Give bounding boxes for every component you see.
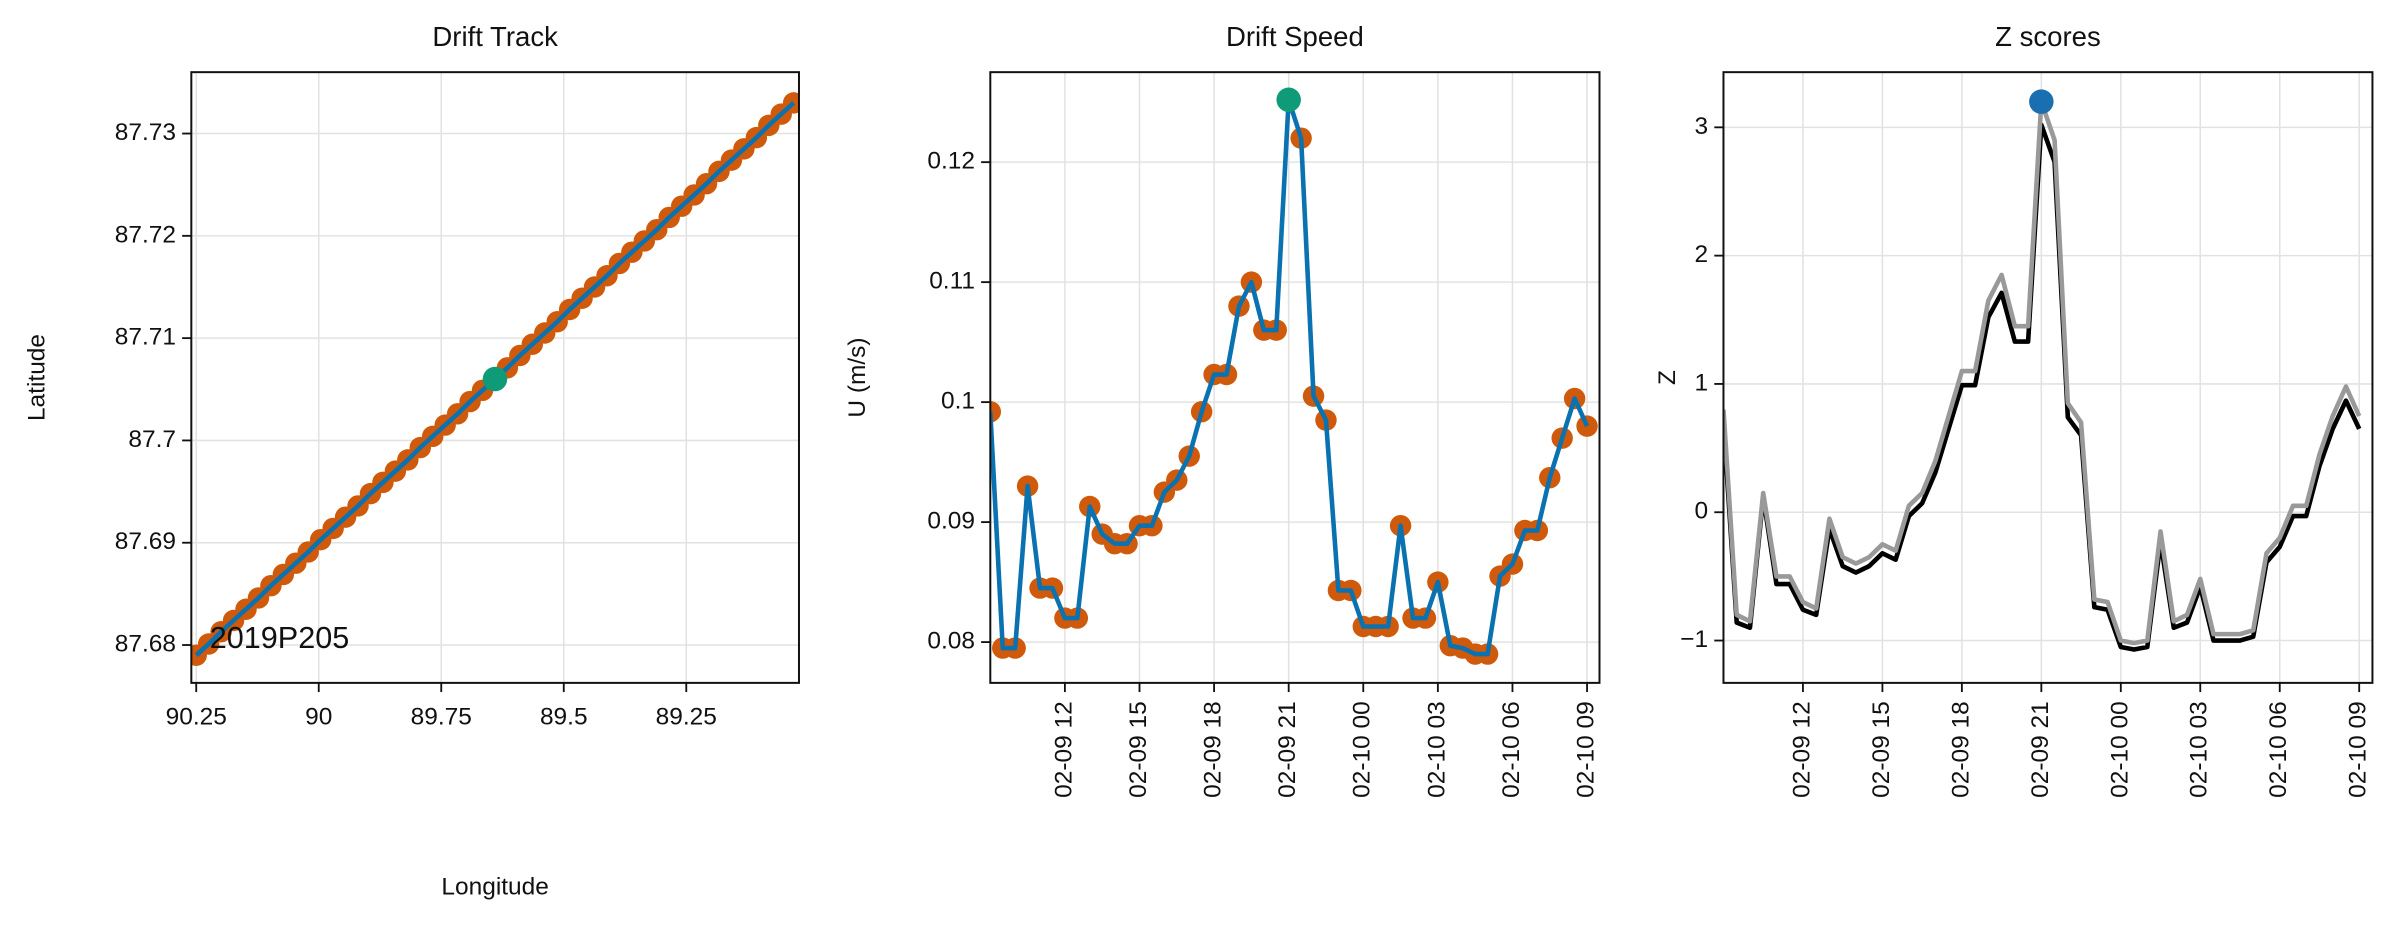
x-tick-label: 02-10 00 xyxy=(2106,701,2133,798)
y-tick-label: 87.69 xyxy=(115,528,176,555)
x-axis-label: Longitude xyxy=(441,873,549,900)
x-tick-label: 90 xyxy=(305,704,332,731)
x-tick-label: 89.25 xyxy=(656,704,717,731)
chart-title: Drift Track xyxy=(432,21,558,52)
x-tick-label: 02-09 21 xyxy=(2027,701,2054,798)
x-tick-label: 02-09 18 xyxy=(1947,701,1974,798)
chart-title: Z scores xyxy=(1995,21,2101,52)
x-tick-label: 89.75 xyxy=(411,704,472,731)
y-tick-label: 3 xyxy=(1695,113,1709,140)
x-tick-label: 02-09 12 xyxy=(1788,701,1815,798)
y-tick-label: 2 xyxy=(1695,241,1709,268)
plot-area xyxy=(191,72,799,683)
highlight-point xyxy=(1276,87,1301,113)
y-axis-label: Z xyxy=(1654,370,1681,385)
axes-frame xyxy=(190,71,800,684)
annotation: 2019P205 xyxy=(210,621,350,655)
x-tick-label: 02-09 15 xyxy=(1125,701,1152,798)
x-tick-label: 02-10 06 xyxy=(1498,701,1525,798)
highlight-point xyxy=(2029,89,2054,114)
axes-frame xyxy=(989,71,1601,684)
x-tick-label: 02-09 21 xyxy=(1274,701,1301,798)
y-tick-label: 87.71 xyxy=(115,324,176,351)
y-tick-label: 87.72 xyxy=(115,221,176,248)
x-tick-label: 02-10 09 xyxy=(1573,701,1600,798)
y-tick-label: 0.1 xyxy=(941,388,975,415)
x-tick-label: 02-10 09 xyxy=(2345,701,2372,798)
y-tick-label: −1 xyxy=(1680,626,1708,653)
y-tick-label: 0 xyxy=(1695,498,1709,525)
x-tick-label: 02-10 06 xyxy=(2265,701,2292,798)
x-tick-label: 02-10 03 xyxy=(2186,701,2213,798)
marker xyxy=(990,401,1002,423)
y-tick-label: 87.7 xyxy=(128,426,176,453)
x-tick-label: 02-09 12 xyxy=(1050,701,1077,798)
y-tick-label: 1 xyxy=(1695,369,1709,396)
y-tick-label: 87.68 xyxy=(115,630,176,657)
highlight-point xyxy=(482,366,508,392)
x-tick-label: 90.25 xyxy=(166,704,227,731)
y-tick-label: 0.08 xyxy=(927,628,975,655)
y-axis-label: Latitude xyxy=(24,334,51,421)
chart-title: Drift Speed xyxy=(1226,21,1364,52)
plot-area xyxy=(990,72,1600,683)
y-tick-label: 0.11 xyxy=(929,268,975,295)
x-tick-label: 89.5 xyxy=(540,704,588,731)
plot-area xyxy=(1723,72,2373,683)
x-tick-label: 02-10 03 xyxy=(1423,701,1450,798)
y-tick-label: 0.09 xyxy=(927,508,975,535)
x-tick-label: 02-09 18 xyxy=(1200,701,1227,798)
axes-frame xyxy=(1722,71,2374,684)
y-tick-label: 87.73 xyxy=(115,119,176,146)
x-tick-label: 02-09 15 xyxy=(1868,701,1895,798)
y-tick-label: 0.12 xyxy=(927,148,975,175)
y-axis-label: U (m/s) xyxy=(844,337,871,417)
x-tick-label: 02-10 00 xyxy=(1349,701,1376,798)
